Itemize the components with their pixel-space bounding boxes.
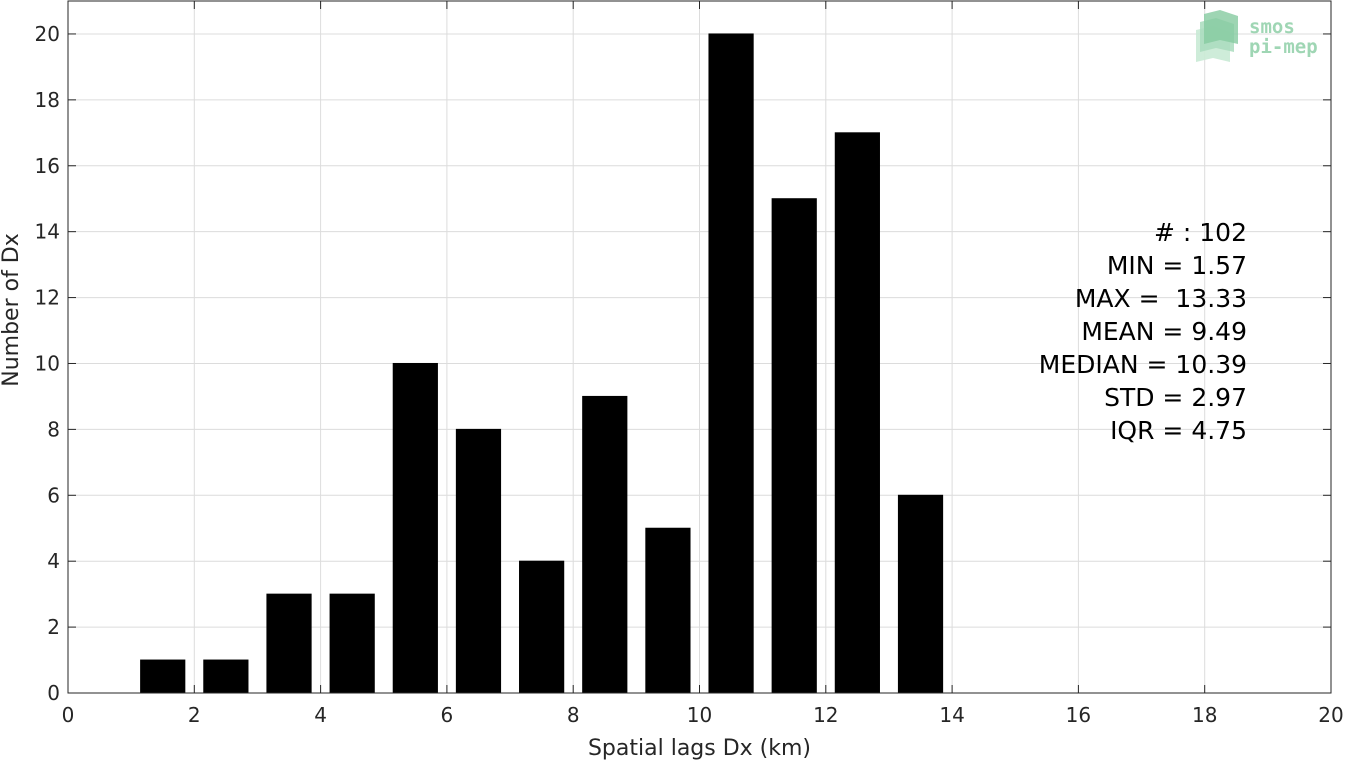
x-tick-label: 8 bbox=[567, 703, 580, 727]
histogram-bar bbox=[203, 659, 249, 694]
x-axis-label: Spatial lags Dx (km) bbox=[588, 736, 811, 761]
y-tick-label: 0 bbox=[47, 681, 60, 705]
x-tick-labels: 0 2 4 6 8 10 12 14 16 18 20 bbox=[62, 703, 1344, 727]
x-tick-label: 12 bbox=[813, 703, 838, 727]
histogram-bar bbox=[582, 395, 628, 694]
stats-annotation: # : 102 MIN = 1.57 MAX = 13.33 MEAN = 9.49 M… bbox=[1039, 218, 1247, 445]
y-tick-label: 20 bbox=[35, 22, 60, 46]
y-tick-label: 2 bbox=[47, 615, 60, 639]
y-tick-label: 8 bbox=[47, 417, 60, 441]
stat-line: MIN = 1.57 bbox=[1107, 251, 1247, 280]
stat-line: IQR = 4.75 bbox=[1110, 416, 1247, 445]
logo-text-line1: smos bbox=[1249, 16, 1295, 38]
x-tick-label: 4 bbox=[314, 703, 327, 727]
stat-line: MEDIAN = 10.39 bbox=[1039, 350, 1247, 379]
y-tick-label: 6 bbox=[47, 483, 60, 507]
y-axis-label: Number of Dx bbox=[0, 233, 24, 387]
histogram-bar bbox=[645, 527, 691, 694]
logo-mark-icon bbox=[1196, 10, 1238, 62]
smos-pimep-logo: smos pi-mep bbox=[1196, 10, 1318, 62]
histogram-bar bbox=[329, 593, 375, 694]
y-tick-label: 16 bbox=[35, 154, 60, 178]
y-tick-label: 12 bbox=[35, 286, 60, 310]
histogram-bar bbox=[140, 659, 186, 694]
x-tick-label: 2 bbox=[188, 703, 201, 727]
x-tick-label: 10 bbox=[687, 703, 712, 727]
y-tick-label: 14 bbox=[35, 220, 60, 244]
histogram-bar bbox=[392, 362, 438, 694]
y-tick-labels: 0 2 4 6 8 10 12 14 16 18 20 bbox=[35, 22, 60, 705]
histogram-bar bbox=[834, 132, 880, 694]
x-tick-label: 20 bbox=[1318, 703, 1343, 727]
y-tick-label: 18 bbox=[35, 88, 60, 112]
stat-line: MEAN = 9.49 bbox=[1081, 317, 1247, 346]
stat-line: # : 102 bbox=[1154, 218, 1247, 247]
histogram-bar bbox=[519, 560, 565, 694]
x-tick-label: 16 bbox=[1066, 703, 1091, 727]
bars-group bbox=[140, 33, 944, 694]
logo-text-line2: pi-mep bbox=[1249, 36, 1318, 58]
histogram-bar bbox=[708, 33, 754, 694]
histogram-bar bbox=[771, 198, 817, 694]
y-tick-label: 4 bbox=[47, 549, 60, 573]
histogram-bar bbox=[897, 494, 944, 694]
x-tick-label: 6 bbox=[441, 703, 454, 727]
x-tick-label: 0 bbox=[62, 703, 75, 727]
histogram-bar bbox=[266, 593, 312, 694]
x-tick-label: 14 bbox=[939, 703, 964, 727]
tick-marks bbox=[67, 1, 1332, 694]
x-tick-label: 18 bbox=[1192, 703, 1217, 727]
y-tick-label: 10 bbox=[35, 351, 60, 375]
stat-line: STD = 2.97 bbox=[1104, 383, 1247, 412]
stat-line: MAX = 13.33 bbox=[1075, 284, 1247, 313]
histogram-bar bbox=[455, 428, 502, 694]
